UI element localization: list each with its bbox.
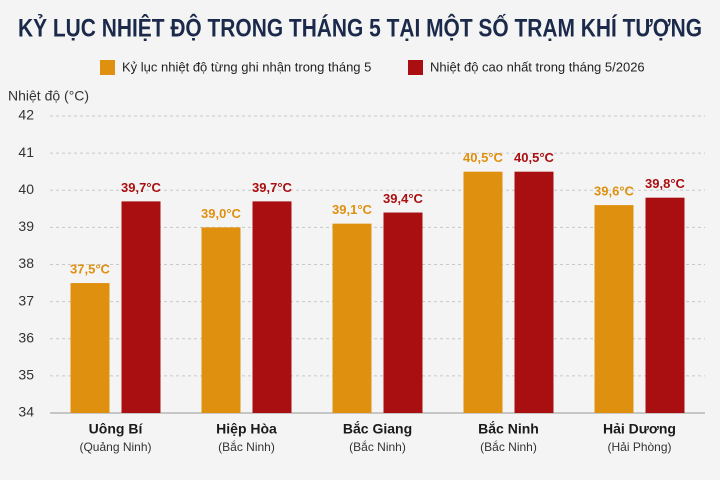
y-tick-label: 35: [18, 367, 34, 383]
bar: [70, 283, 110, 413]
x-tick-label: Bắc Giang: [343, 420, 412, 437]
value-label: 39,7°C: [121, 180, 162, 195]
x-tick-sublabel: (Quảng Ninh): [79, 440, 151, 454]
x-tick-label: Hải Dương: [603, 421, 676, 437]
value-label: 39,0°C: [201, 206, 242, 221]
value-label: 39,6°C: [594, 184, 635, 199]
x-tick-label: Hiệp Hòa: [216, 421, 277, 437]
value-label: 37,5°C: [70, 262, 111, 277]
y-tick-label: 36: [18, 329, 34, 345]
bar: [514, 171, 554, 413]
y-tick-label: 40: [18, 181, 34, 197]
value-label: 40,5°C: [514, 150, 555, 165]
legend-swatch: [100, 60, 115, 75]
x-tick-sublabel: (Bắc Ninh): [349, 439, 406, 454]
value-label: 40,5°C: [463, 150, 504, 165]
y-tick-label: 42: [18, 107, 34, 123]
bar: [383, 212, 423, 413]
y-tick-label: 38: [18, 255, 34, 271]
bar: [252, 201, 292, 413]
bar: [594, 205, 634, 413]
y-axis-label: Nhiệt độ (°C): [8, 88, 89, 104]
value-label: 39,1°C: [332, 202, 373, 217]
bar: [463, 171, 503, 413]
value-label: 39,8°C: [645, 176, 686, 191]
x-tick-sublabel: (Bắc Ninh): [218, 439, 275, 454]
legend-swatch: [408, 60, 423, 75]
bar: [201, 227, 241, 413]
x-tick-label: Uông Bí: [89, 421, 144, 437]
y-tick-label: 37: [18, 292, 34, 308]
bar: [121, 201, 161, 413]
value-label: 39,4°C: [383, 191, 424, 206]
x-tick-label: Bắc Ninh: [478, 420, 539, 437]
x-tick-sublabel: (Hải Phòng): [607, 440, 671, 454]
legend-label: Nhiệt độ cao nhất trong tháng 5/2026: [430, 59, 645, 74]
bar: [645, 197, 685, 413]
y-tick-label: 34: [18, 404, 34, 420]
x-tick-sublabel: (Bắc Ninh): [480, 439, 537, 454]
y-tick-label: 39: [18, 218, 34, 234]
y-tick-label: 41: [18, 144, 34, 160]
bar: [332, 223, 372, 413]
value-label: 39,7°C: [252, 180, 293, 195]
legend-label: Kỷ lục nhiệt độ từng ghi nhận trong thán…: [122, 59, 371, 74]
chart-title: KỶ LỤC NHIỆT ĐỘ TRONG THÁNG 5 TẠI MỘT SỐ…: [18, 13, 702, 43]
